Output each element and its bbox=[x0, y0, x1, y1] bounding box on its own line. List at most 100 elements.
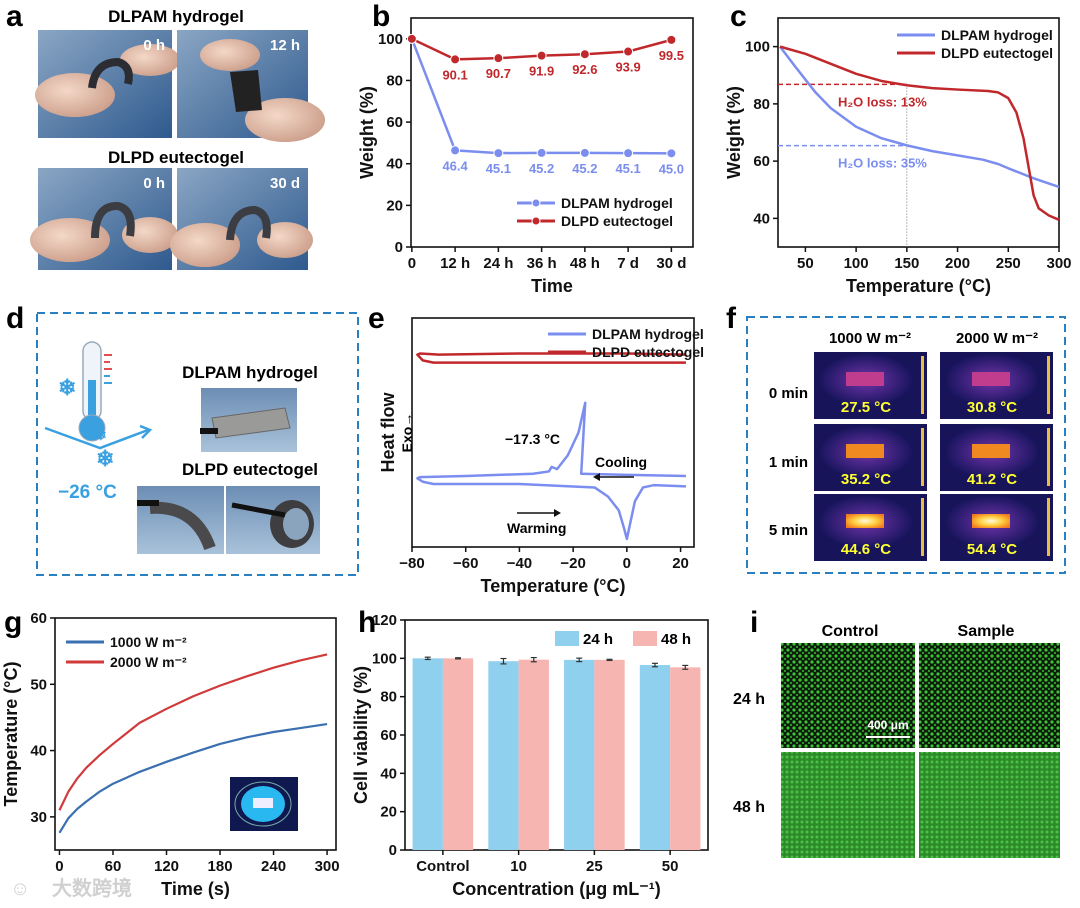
data-point bbox=[579, 147, 590, 158]
x-tick-label: 30 d bbox=[656, 255, 686, 272]
legend-label: 24 h bbox=[583, 631, 613, 648]
bar bbox=[518, 659, 549, 850]
micrograph-sample-24h bbox=[919, 643, 1060, 748]
y-axis-label: Weight (%) bbox=[724, 86, 744, 179]
y-tick-label: 100 bbox=[372, 650, 397, 667]
x-tick-label: −20 bbox=[560, 555, 585, 572]
legend-marker bbox=[531, 216, 541, 226]
panel-label-h: h bbox=[358, 606, 376, 639]
x-tick-label: 10 bbox=[510, 858, 527, 875]
cold-arrow-icon bbox=[44, 426, 149, 450]
panel-a-title-eutectogel: DLPD eutectogel bbox=[108, 148, 244, 167]
temperature-readout: 27.5 °C bbox=[841, 399, 891, 416]
panel-a: DLPAM hydrogel DLPD eutectogel 0 h 12 h … bbox=[30, 7, 325, 270]
bar bbox=[564, 659, 595, 850]
x-axis-label: Temperature (°C) bbox=[481, 576, 626, 596]
y-tick-label: 40 bbox=[386, 156, 403, 173]
y-tick-label: 60 bbox=[30, 610, 47, 627]
x-tick-label: 50 bbox=[662, 858, 679, 875]
thermal-image: 35.2 °C bbox=[814, 424, 927, 491]
x-tick-label: 50 bbox=[797, 255, 814, 272]
panel-labels: a b c d e f g h i bbox=[4, 0, 758, 639]
row-header: 0 min bbox=[769, 385, 808, 402]
column-header: Sample bbox=[958, 623, 1015, 640]
panel-label-g: g bbox=[4, 606, 22, 639]
legend-label: DLPAM hydrogel bbox=[561, 195, 673, 211]
data-point bbox=[450, 54, 461, 65]
snowflake-icon: ❄ bbox=[58, 375, 76, 400]
y-tick-label: 30 bbox=[30, 809, 47, 826]
bar bbox=[488, 661, 519, 850]
column-header: Control bbox=[822, 623, 879, 640]
photo-hydrogel-12h: 12 h bbox=[177, 30, 325, 142]
x-tick-label: 48 h bbox=[570, 255, 600, 272]
color-scale-bar bbox=[1047, 356, 1050, 414]
photo-label: 0 h bbox=[143, 37, 165, 54]
panel-label-a: a bbox=[6, 0, 23, 33]
y-tick-label: 0 bbox=[389, 842, 397, 859]
legend-label: DLPAM hydrogel bbox=[592, 326, 704, 342]
x-tick-label: −80 bbox=[399, 555, 424, 572]
temperature-readout: 30.8 °C bbox=[967, 399, 1017, 416]
data-label: 45.2 bbox=[529, 161, 554, 176]
color-scale-bar bbox=[921, 428, 924, 486]
dashed-frame bbox=[746, 316, 1066, 574]
x-tick-label: 200 bbox=[945, 255, 970, 272]
data-label: 91.9 bbox=[529, 64, 554, 79]
x-tick-label: 100 bbox=[844, 255, 869, 272]
y-axis-label: Heat flow bbox=[378, 392, 398, 473]
y-tick-label: 80 bbox=[386, 72, 403, 89]
color-scale-bar bbox=[921, 356, 924, 414]
column-header: 2000 W m⁻² bbox=[956, 330, 1038, 347]
x-tick-label: 0 bbox=[408, 255, 416, 272]
y-axis-label: Cell viability (%) bbox=[351, 666, 371, 804]
temperature-readout: 44.6 °C bbox=[841, 541, 891, 558]
y-tick-label: 100 bbox=[378, 31, 403, 48]
thermal-image: 30.8 °C bbox=[940, 352, 1053, 419]
dashed-frame bbox=[36, 312, 359, 576]
y-tick-label: 40 bbox=[753, 210, 770, 227]
data-point bbox=[406, 33, 417, 44]
chart-c: 50 100 150 200 250 300 40 60 80 100 Temperature (°… bbox=[724, 17, 1072, 296]
plot-frame bbox=[54, 617, 337, 851]
heated-sample bbox=[846, 444, 884, 458]
chart-b: 0 12 h 24 h 36 h 48 h 7 d 30 d 0 20 40 60 80 100 Time… bbox=[357, 17, 694, 296]
thermal-image: 44.6 °C bbox=[814, 494, 927, 561]
legend-label: DLPAM hydrogel bbox=[941, 27, 1053, 43]
panel-a-title-hydrogel: DLPAM hydrogel bbox=[108, 7, 244, 26]
inset-photo-sample bbox=[230, 777, 298, 831]
x-tick-label: 12 h bbox=[440, 255, 470, 272]
y-tick-label: 20 bbox=[386, 197, 403, 214]
row-header: 24 h bbox=[733, 691, 765, 708]
data-point bbox=[623, 148, 634, 159]
x-tick-label: 120 bbox=[154, 858, 179, 875]
data-point bbox=[579, 49, 590, 60]
series-line bbox=[416, 401, 686, 541]
panel-i: Control Sample 24 h 48 h 400 μm bbox=[733, 623, 1060, 858]
thermal-image: 27.5 °C bbox=[814, 352, 927, 419]
data-point bbox=[666, 34, 677, 45]
y-tick-label: 40 bbox=[380, 765, 397, 782]
data-label: 45.0 bbox=[659, 161, 684, 176]
x-tick-label: 24 h bbox=[483, 255, 513, 272]
legend-label: 1000 W m⁻² bbox=[110, 634, 187, 650]
photo-hydrogel-sample bbox=[200, 388, 297, 452]
bar bbox=[412, 658, 443, 850]
plot-frame bbox=[410, 17, 694, 248]
heated-sample bbox=[972, 372, 1010, 386]
micrograph-control-24h bbox=[781, 643, 915, 748]
x-tick-label: 0 bbox=[623, 555, 631, 572]
bar bbox=[639, 665, 671, 850]
chart-e: −80 −60 −40 −20 0 20 Temperature (°C) Heat flow… bbox=[378, 317, 704, 596]
photo-hydrogel-0h: 0 h bbox=[35, 30, 180, 138]
data-label: 46.4 bbox=[442, 158, 468, 173]
y-tick-label: 100 bbox=[745, 39, 770, 56]
data-point bbox=[450, 145, 461, 156]
watermark: ☺ 大数跨境 bbox=[10, 876, 132, 900]
panel-f: 1000 W m⁻² 2000 W m⁻² 0 min 1 min 5 min … bbox=[746, 316, 1066, 574]
x-tick-label: −60 bbox=[453, 555, 478, 572]
data-point bbox=[536, 147, 547, 158]
temperature-readout: 54.4 °C bbox=[967, 541, 1017, 558]
temperature-readout: 41.2 °C bbox=[967, 471, 1017, 488]
series-line bbox=[779, 45, 1060, 221]
